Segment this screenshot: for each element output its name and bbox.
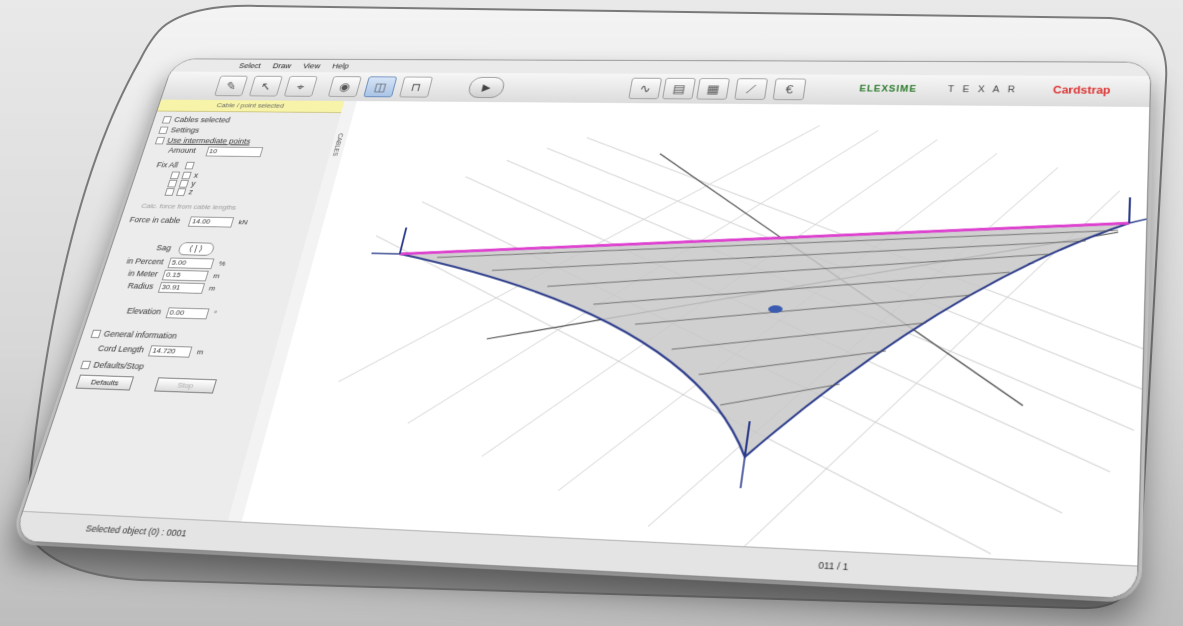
lock-icon[interactable]: ⊓ xyxy=(399,77,433,98)
in-meter-input[interactable]: 0.15 xyxy=(162,270,209,282)
anchor-right xyxy=(1129,212,1149,224)
y-label: y xyxy=(190,179,197,187)
grid-icon[interactable]: ▦ xyxy=(696,78,730,100)
brand-mid: T E X A R xyxy=(947,85,1018,95)
use-intermediate-label: Use intermediate points xyxy=(166,136,252,145)
settings-checkbox[interactable] xyxy=(158,127,168,134)
in-percent-row: in Percent 5.00 % xyxy=(125,257,227,270)
brand-left: ELEXSIME xyxy=(859,85,917,95)
elevation-row: Elevation 0.00 ° xyxy=(125,306,218,319)
general-info-label: General information xyxy=(102,329,178,340)
sag-shape-icon[interactable]: ⟨ | ⟩ xyxy=(177,242,216,256)
fix-all-row: Fix All xyxy=(155,161,198,170)
menu-draw[interactable]: Draw xyxy=(272,62,293,70)
eye-icon[interactable]: ◉ xyxy=(328,76,362,97)
measure-icon[interactable]: ⟋ xyxy=(734,78,768,100)
force-input[interactable]: 14.00 xyxy=(188,216,234,227)
radius-input[interactable]: 30.91 xyxy=(157,282,204,294)
in-meter-unit: m xyxy=(212,272,221,280)
menu-view[interactable]: View xyxy=(302,62,321,70)
settings-label: Settings xyxy=(170,126,201,134)
brand-right: Cardstrap xyxy=(1053,84,1111,96)
sag-row: Sag ⟨ | ⟩ xyxy=(154,242,215,256)
amount-input[interactable]: 10 xyxy=(205,147,263,158)
sag-label: Sag xyxy=(155,243,172,252)
3d-viewport[interactable] xyxy=(241,101,1149,567)
cord-length-row: Cord Length 14.720 m xyxy=(96,344,205,358)
in-percent-unit: % xyxy=(218,260,227,268)
settings-row[interactable]: Settings xyxy=(158,126,200,135)
double-panel-icon[interactable]: ◫ xyxy=(363,76,397,97)
defaults-stop-row[interactable]: Defaults/Stop xyxy=(80,360,145,371)
radius-unit: m xyxy=(208,285,217,293)
cables-selected-checkbox[interactable] xyxy=(162,116,172,123)
general-info-row[interactable]: General information xyxy=(90,329,178,341)
panel-header: Cable / point selected xyxy=(157,100,344,113)
cord-length-label: Cord Length xyxy=(97,344,146,355)
wave-icon[interactable]: ∿ xyxy=(628,78,662,99)
defaults-stop-checkbox[interactable] xyxy=(80,361,91,370)
defaults-stop-label: Defaults/Stop xyxy=(92,360,145,371)
force-label: Force in cable xyxy=(128,216,181,225)
anchor-left xyxy=(372,253,400,254)
in-meter-label: in Meter xyxy=(127,269,159,278)
x-label: x xyxy=(193,171,200,179)
general-info-checkbox[interactable] xyxy=(90,330,101,338)
z-label: z xyxy=(188,188,195,196)
pencil-icon[interactable]: ✎ xyxy=(214,76,248,97)
membrane-surface[interactable] xyxy=(353,210,1129,472)
status-right: 011 / 1 xyxy=(818,560,849,573)
menu-select[interactable]: Select xyxy=(238,62,262,70)
fix-all-checkbox[interactable] xyxy=(184,162,194,170)
stop-button[interactable]: Stop xyxy=(154,377,217,393)
pointer-icon[interactable]: ↖ xyxy=(249,76,283,97)
use-intermediate-row[interactable]: Use intermediate points xyxy=(155,136,252,145)
euro-icon[interactable]: € xyxy=(773,78,807,100)
play-button[interactable]: ▶ xyxy=(467,77,506,98)
in-percent-input[interactable]: 5.00 xyxy=(167,258,214,270)
fix-z2-checkbox[interactable] xyxy=(176,188,186,196)
anchor-bottom xyxy=(741,457,745,488)
force-unit: kN xyxy=(237,219,248,227)
vertex-icon[interactable]: ⌖ xyxy=(284,76,318,97)
in-meter-row: in Meter 0.15 m xyxy=(126,269,221,282)
elevation-label: Elevation xyxy=(126,307,163,317)
cables-selected-label: Cables selected xyxy=(173,116,231,125)
viewport-canvas[interactable] xyxy=(241,101,1149,567)
status-left: Selected object (0) : 0001 xyxy=(84,523,188,538)
cord-length-input[interactable]: 14.720 xyxy=(148,345,192,357)
cord-length-unit: m xyxy=(196,348,205,357)
cables-selected-row[interactable]: Cables selected xyxy=(162,115,232,124)
xyz-grid-z: z xyxy=(164,187,194,196)
calc-note: Calc. force from cable lengths xyxy=(140,202,237,211)
defaults-button[interactable]: Defaults xyxy=(76,375,135,391)
elevation-input[interactable]: 0.00 xyxy=(165,307,209,319)
menu-help[interactable]: Help xyxy=(331,62,349,70)
amount-label: Amount xyxy=(167,146,197,154)
fix-z-checkbox[interactable] xyxy=(164,188,174,196)
radius-label: Radius xyxy=(126,282,154,291)
force-row: Force in cable 14.00 kN xyxy=(128,215,249,228)
mast-right[interactable] xyxy=(1129,197,1130,223)
in-percent-label: in Percent xyxy=(125,257,164,267)
amount-row: Amount 10 xyxy=(167,146,263,157)
fix-all-label: Fix All xyxy=(155,161,179,169)
layers-icon[interactable]: ▤ xyxy=(662,78,696,99)
radius-row: Radius 30.91 m xyxy=(126,281,217,294)
use-intermediate-checkbox[interactable] xyxy=(155,137,165,144)
elevation-unit: ° xyxy=(212,310,217,318)
app-window: Select Draw View Help ✎ ↖ ⌖ ◉ ◫ ⊓ ▶ ∿ ▤ … xyxy=(12,58,1151,599)
